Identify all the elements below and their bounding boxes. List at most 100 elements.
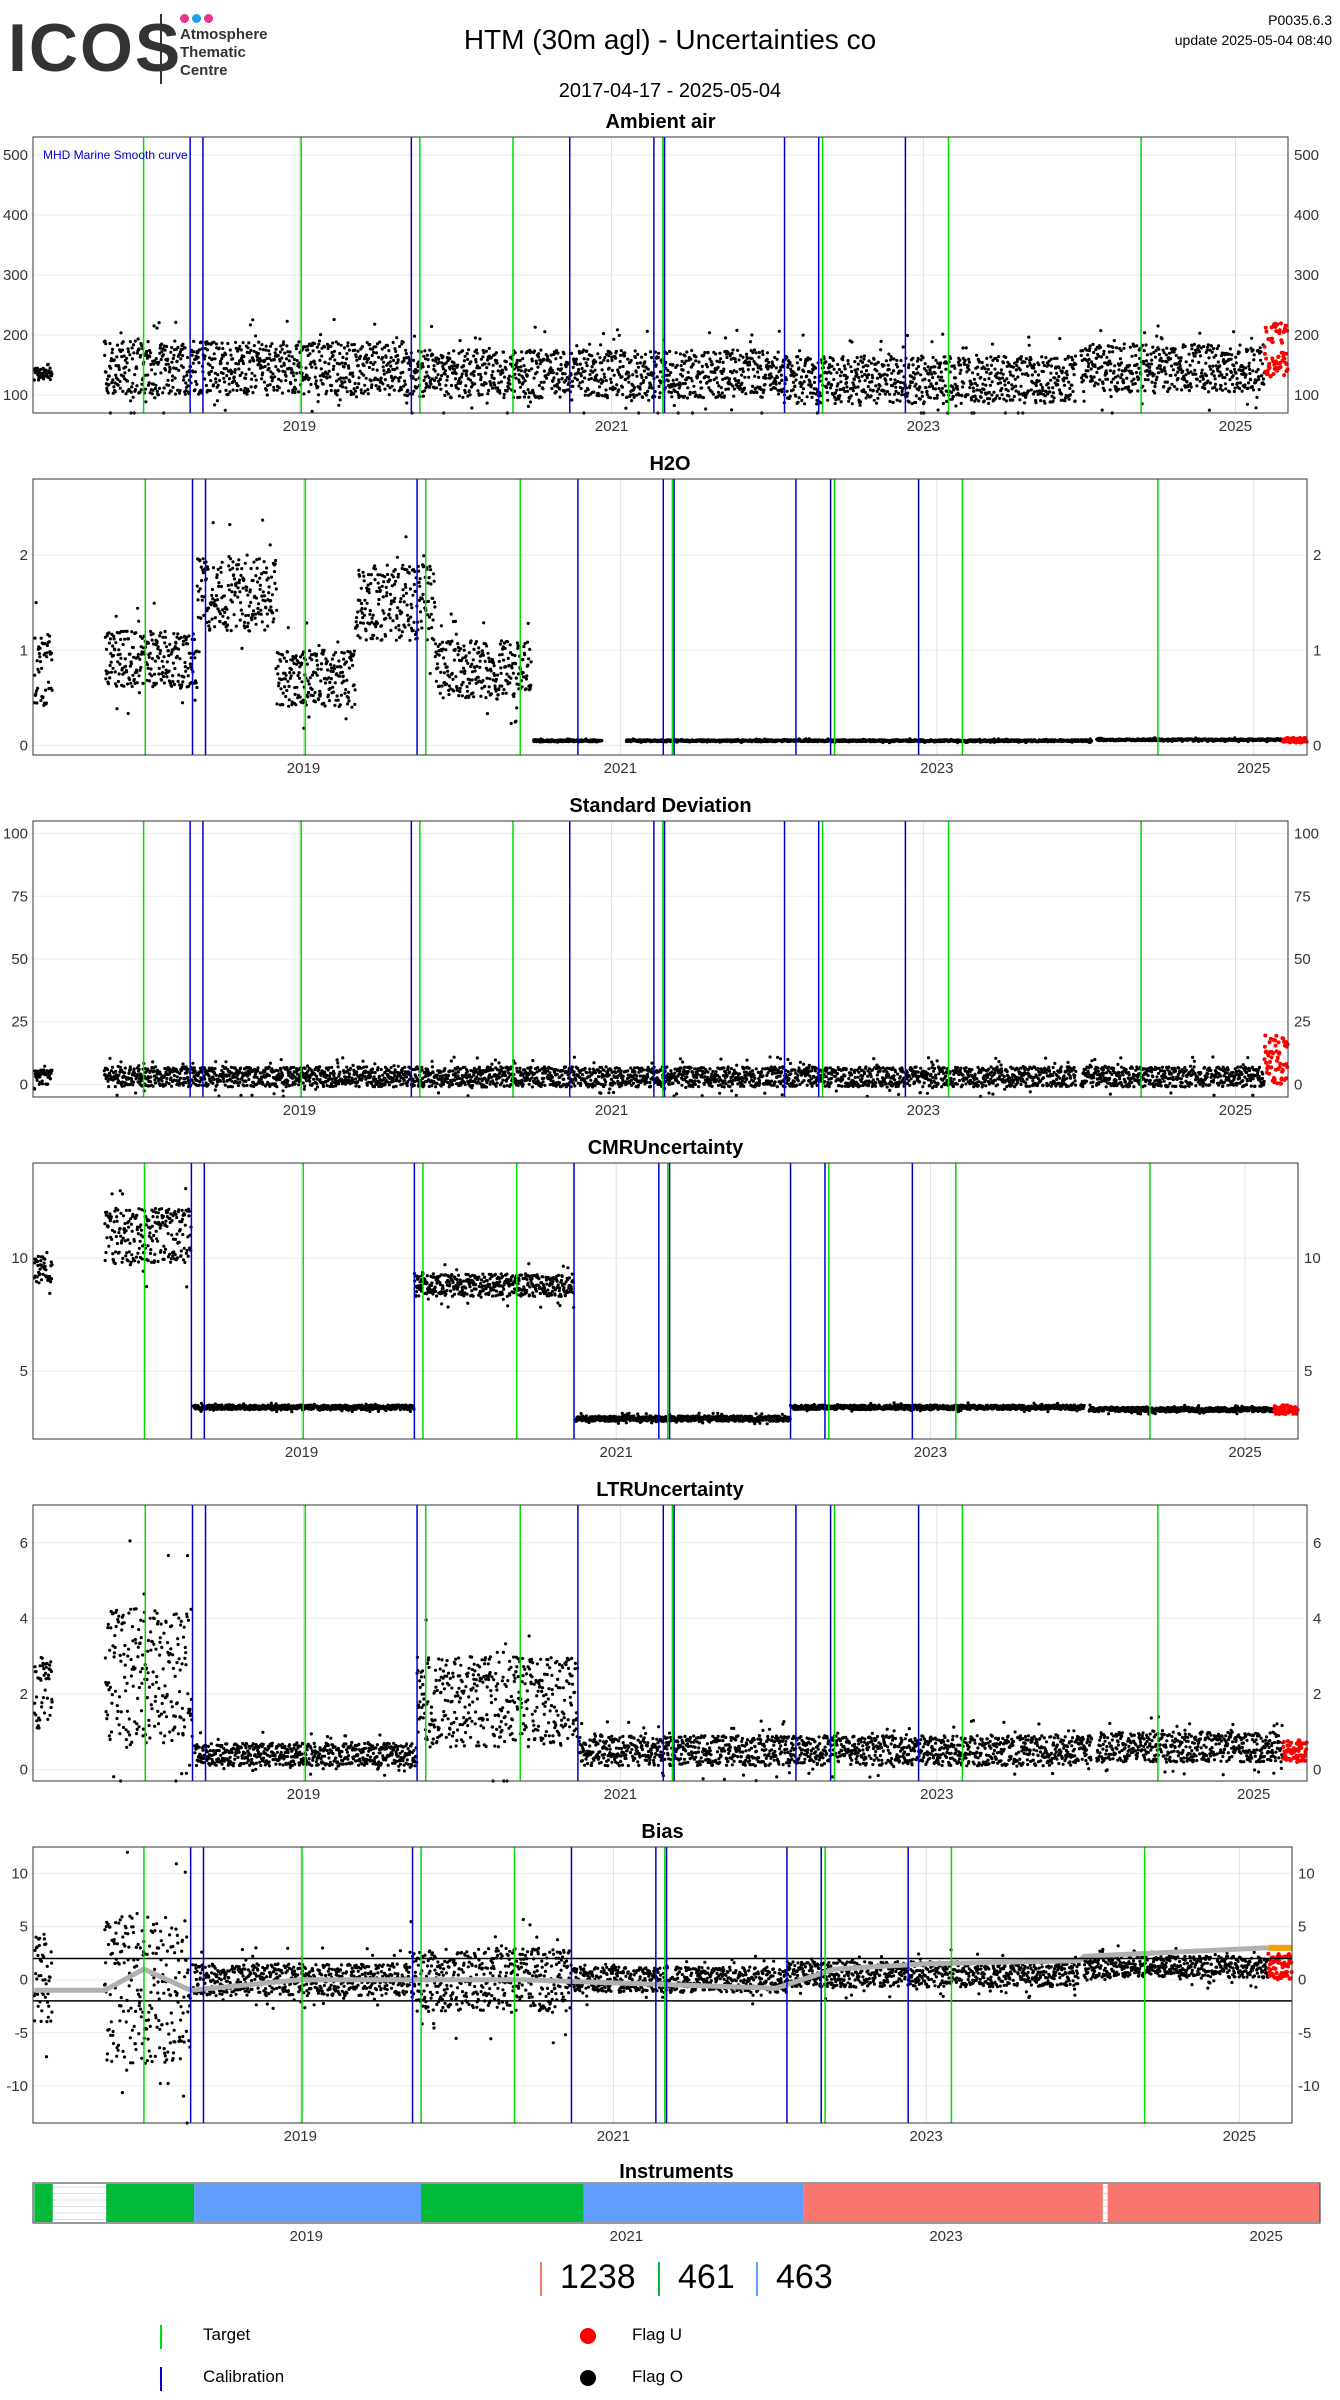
data-point bbox=[1235, 377, 1239, 381]
data-point bbox=[125, 629, 129, 633]
data-point bbox=[497, 687, 501, 692]
data-point bbox=[1169, 373, 1173, 378]
data-point bbox=[1073, 399, 1077, 403]
data-point bbox=[407, 623, 411, 627]
data-point bbox=[177, 673, 181, 677]
data-point bbox=[953, 376, 958, 380]
data-point bbox=[154, 681, 158, 686]
data-point bbox=[625, 395, 629, 399]
data-point bbox=[777, 392, 781, 396]
data-point bbox=[1118, 357, 1122, 361]
data-point bbox=[655, 375, 659, 379]
data-point bbox=[709, 378, 713, 382]
data-point bbox=[603, 355, 607, 360]
data-point bbox=[1234, 361, 1238, 365]
data-point bbox=[295, 371, 299, 375]
data-point bbox=[120, 355, 124, 359]
data-point bbox=[891, 400, 895, 404]
data-point bbox=[1003, 383, 1007, 387]
data-point bbox=[554, 357, 558, 361]
data-point bbox=[998, 381, 1003, 385]
data-point bbox=[1215, 347, 1219, 351]
data-point bbox=[403, 582, 407, 587]
data-point bbox=[367, 356, 371, 361]
data-point bbox=[106, 671, 110, 675]
data-point bbox=[112, 358, 116, 362]
data-point bbox=[586, 357, 590, 361]
data-point bbox=[191, 370, 195, 374]
data-point bbox=[930, 340, 934, 344]
data-point bbox=[424, 357, 428, 361]
data-point bbox=[609, 380, 613, 384]
data-point bbox=[395, 555, 399, 559]
data-point bbox=[791, 380, 796, 384]
data-point bbox=[1082, 399, 1086, 403]
data-point bbox=[681, 368, 685, 372]
data-point bbox=[1033, 370, 1037, 374]
data-point bbox=[130, 684, 134, 689]
data-point bbox=[895, 358, 899, 362]
data-point bbox=[614, 349, 618, 353]
data-point bbox=[153, 672, 157, 676]
data-point bbox=[108, 663, 112, 668]
data-point bbox=[392, 600, 396, 604]
data-point bbox=[780, 390, 784, 394]
data-point bbox=[297, 671, 301, 675]
data-point bbox=[940, 375, 944, 379]
data-point bbox=[367, 587, 371, 592]
data-point bbox=[283, 351, 287, 355]
data-point bbox=[1187, 352, 1191, 356]
data-point bbox=[1182, 377, 1186, 381]
data-point bbox=[166, 362, 170, 366]
data-point bbox=[513, 653, 517, 658]
data-point bbox=[316, 400, 320, 404]
data-point bbox=[1257, 388, 1261, 392]
data-point bbox=[258, 576, 262, 580]
data-point bbox=[279, 659, 283, 663]
data-point bbox=[895, 398, 899, 402]
data-point bbox=[151, 388, 155, 392]
data-point bbox=[634, 370, 638, 374]
data-point bbox=[799, 357, 803, 362]
data-point bbox=[800, 391, 805, 395]
data-point bbox=[261, 371, 265, 375]
data-point bbox=[385, 343, 390, 348]
data-point bbox=[209, 369, 213, 373]
data-point bbox=[370, 383, 374, 387]
data-point bbox=[1246, 381, 1251, 385]
data-point bbox=[286, 679, 290, 684]
data-point bbox=[506, 640, 510, 644]
data-point bbox=[701, 370, 705, 374]
data-point bbox=[216, 373, 220, 377]
data-point bbox=[163, 635, 168, 639]
data-point bbox=[496, 369, 500, 373]
data-point bbox=[393, 347, 397, 351]
data-point bbox=[392, 388, 396, 392]
data-point bbox=[621, 393, 625, 397]
data-point bbox=[888, 392, 892, 396]
data-point bbox=[109, 357, 113, 361]
data-point bbox=[373, 360, 377, 364]
data-point bbox=[685, 396, 690, 400]
data-point bbox=[754, 351, 758, 355]
data-point bbox=[1119, 376, 1123, 380]
data-point bbox=[338, 674, 342, 678]
data-point bbox=[220, 560, 224, 564]
data-point bbox=[338, 398, 342, 402]
data-point bbox=[750, 357, 754, 361]
data-point bbox=[618, 365, 622, 369]
x-tick-label: 2021 bbox=[595, 418, 628, 435]
data-point bbox=[871, 376, 875, 380]
data-point bbox=[559, 356, 563, 360]
data-point bbox=[839, 400, 843, 404]
data-point bbox=[387, 578, 391, 582]
data-point bbox=[1146, 362, 1151, 366]
data-point bbox=[365, 340, 369, 345]
data-point bbox=[349, 658, 354, 662]
data-point bbox=[1049, 378, 1053, 382]
data-point bbox=[112, 634, 116, 638]
data-point bbox=[309, 360, 313, 364]
data-point bbox=[677, 393, 681, 397]
data-point bbox=[683, 354, 687, 358]
data-point bbox=[342, 679, 346, 683]
